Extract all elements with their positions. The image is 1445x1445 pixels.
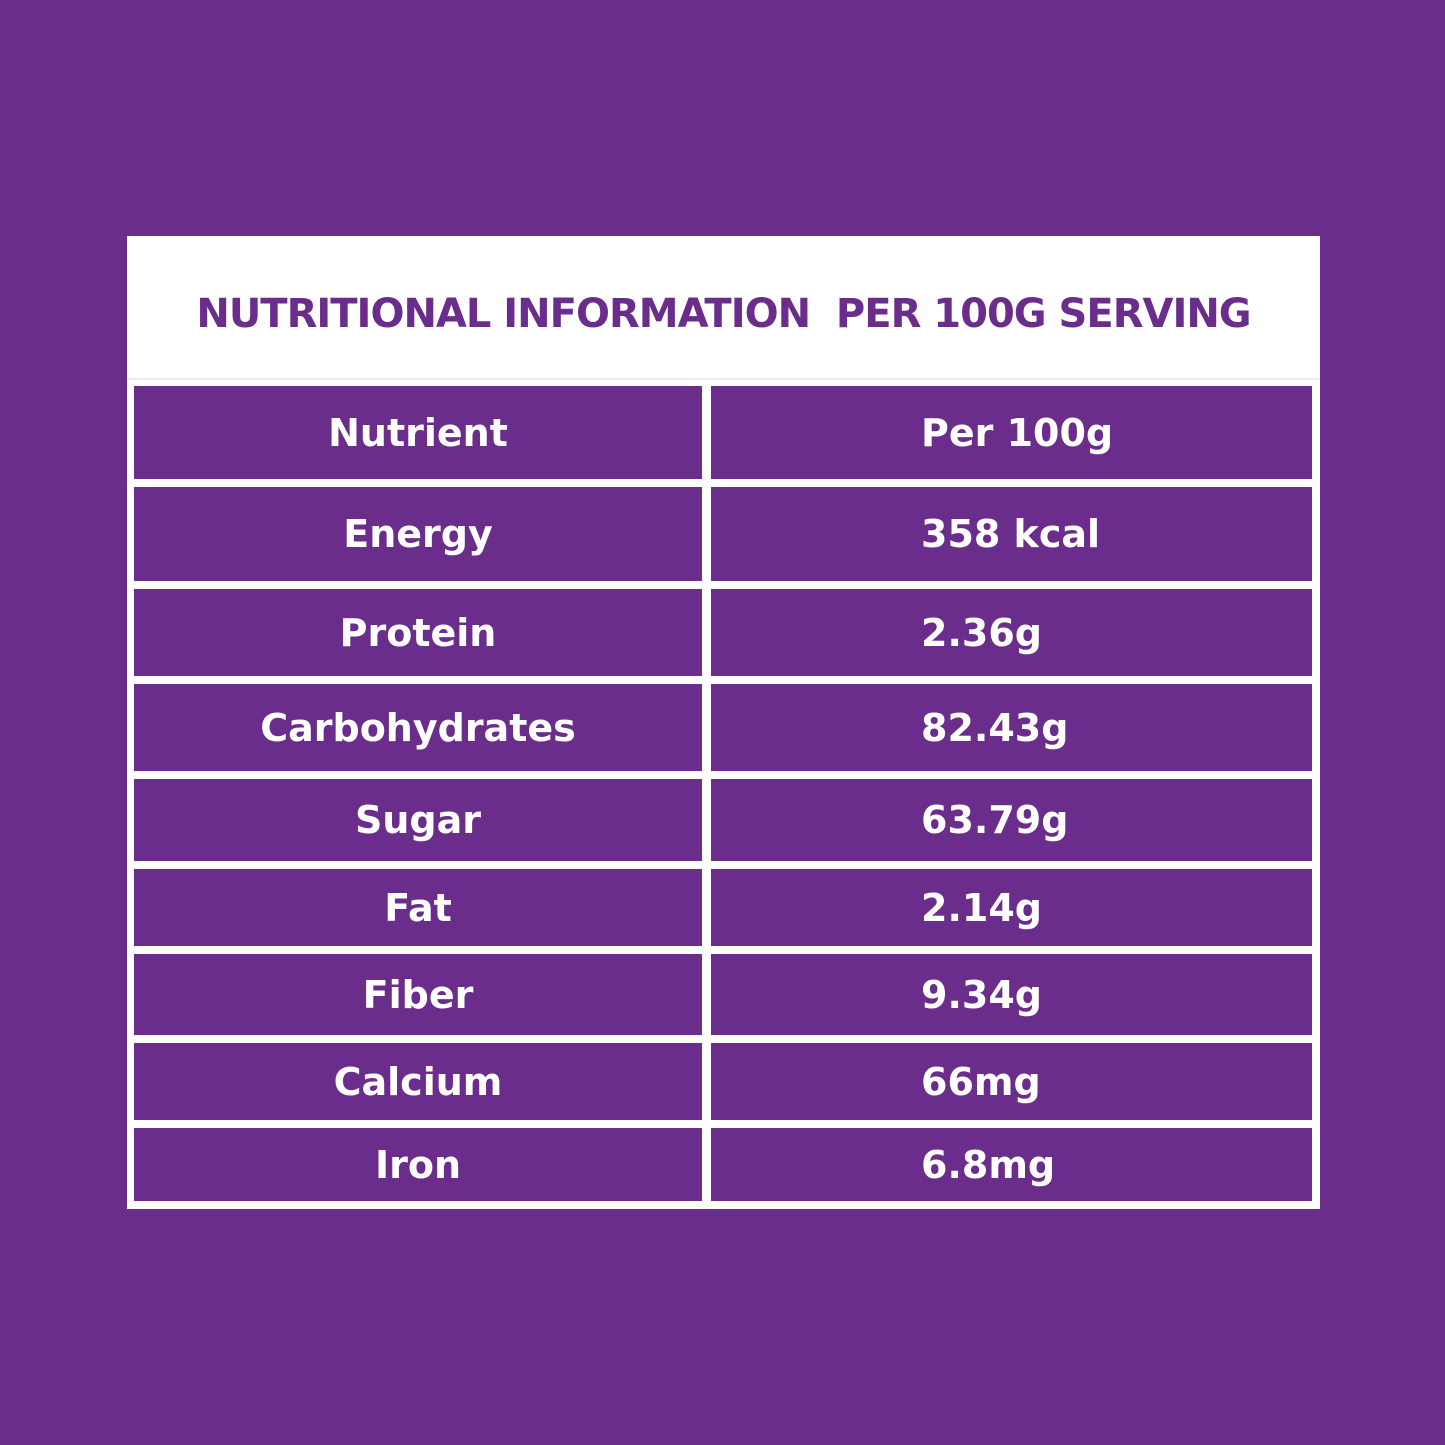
row-value-sugar: 63.79g [711, 779, 1312, 861]
row-nutrient-fat: Fat [134, 869, 702, 946]
row-nutrient-protein: Protein [134, 589, 702, 676]
row-value-fiber: 9.34g [711, 954, 1312, 1035]
header-per-100g: Per 100g [711, 386, 1312, 479]
row-nutrient-carbohydrates: Carbohydrates [134, 684, 702, 771]
row-value-carbohydrates: 82.43g [711, 684, 1312, 771]
row-value-iron: 6.8mg [711, 1128, 1312, 1201]
row-nutrient-calcium: Calcium [134, 1043, 702, 1120]
row-nutrient-iron: Iron [134, 1128, 702, 1201]
nutrition-card: NUTRITIONAL INFORMATION PER 100G SERVING… [127, 236, 1320, 1209]
row-nutrient-energy: Energy [134, 487, 702, 581]
row-value-energy: 358 kcal [711, 487, 1312, 581]
row-nutrient-sugar: Sugar [134, 779, 702, 861]
row-value-fat: 2.14g [711, 869, 1312, 946]
divider [127, 378, 1320, 380]
page-title: NUTRITIONAL INFORMATION PER 100G SERVING [196, 290, 1251, 337]
row-nutrient-fiber: Fiber [134, 954, 702, 1035]
header-nutrient: Nutrient [134, 386, 702, 479]
row-value-calcium: 66mg [711, 1043, 1312, 1120]
title-band: NUTRITIONAL INFORMATION PER 100G SERVING [127, 236, 1320, 378]
row-value-protein: 2.36g [711, 589, 1312, 676]
